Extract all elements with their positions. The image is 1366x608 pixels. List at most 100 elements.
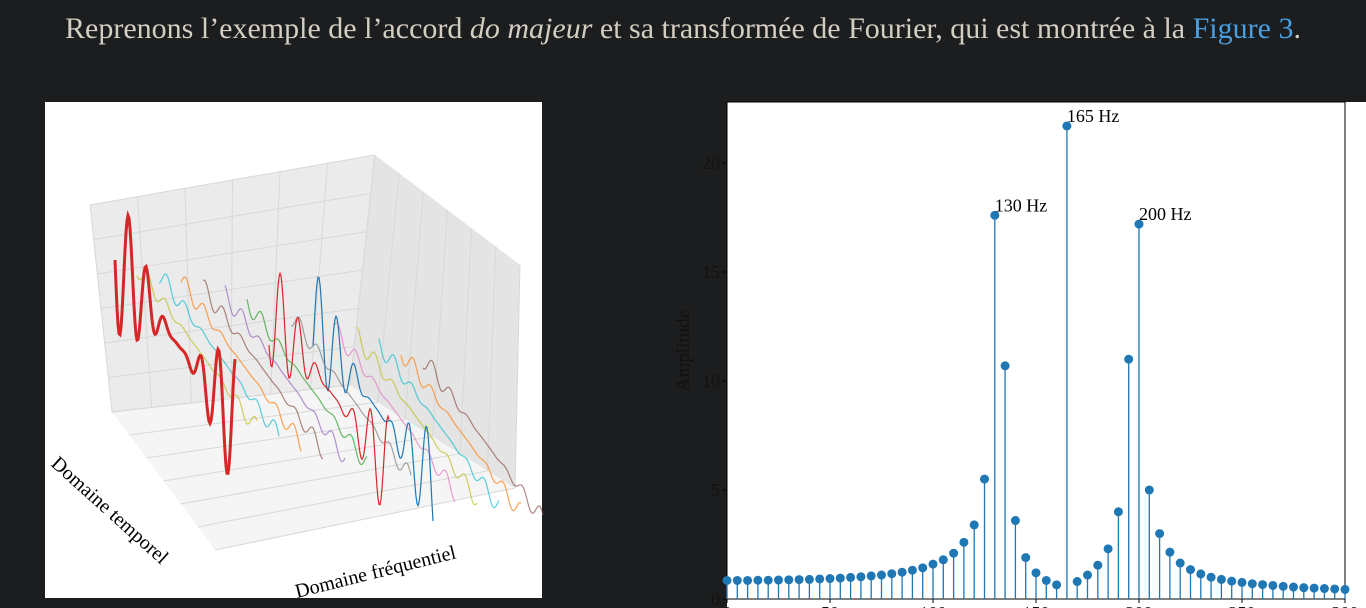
pane [350, 155, 520, 488]
stem-marker [907, 565, 917, 575]
stem-marker [1237, 577, 1247, 587]
wave [180, 276, 302, 452]
stem-marker [1000, 361, 1010, 371]
paragraph: Reprenons l’exemple de l’accord do majeu… [0, 12, 1366, 46]
stem-marker [732, 575, 742, 585]
wave [202, 279, 324, 460]
grid [163, 436, 433, 482]
stem-marker [1268, 580, 1278, 590]
annotation: 200 Hz [1139, 204, 1192, 224]
wave [356, 326, 478, 506]
wave [334, 322, 456, 503]
stem-marker [1052, 580, 1062, 590]
x-tick-label: 300 [1332, 603, 1359, 608]
stem-marker [1124, 354, 1134, 364]
stem-marker [1330, 584, 1340, 594]
stem-marker [1155, 529, 1165, 539]
x-tick-label: 100 [920, 603, 947, 608]
figure-link[interactable]: Figure 3 [1192, 12, 1294, 45]
grid [129, 401, 378, 436]
wave [268, 271, 390, 506]
stem-marker [1144, 485, 1154, 495]
stem-marker [825, 574, 835, 584]
stem-marker [877, 570, 886, 580]
grid [432, 209, 448, 437]
stem-marker [1165, 547, 1175, 557]
stem-marker [1309, 583, 1319, 593]
grid [487, 246, 497, 471]
stem-marker [722, 575, 732, 585]
wave [400, 355, 522, 512]
stem-marker [887, 569, 897, 579]
wave [113, 210, 237, 475]
stem-marker [1247, 579, 1257, 589]
stem-marker [743, 575, 753, 585]
wave [224, 285, 346, 463]
stem-marker [753, 575, 763, 585]
stem-marker [1186, 565, 1195, 575]
y-tick-label: 5 [711, 480, 720, 500]
stem-marker [1041, 575, 1051, 585]
stem-marker [1031, 568, 1041, 578]
stem-marker [1319, 584, 1329, 594]
grid [197, 470, 488, 528]
annotation: 165 Hz [1067, 106, 1120, 126]
stem-marker [990, 210, 1000, 220]
stem-marker [774, 575, 783, 585]
stem-marker [1258, 580, 1268, 590]
y-axis-label: Amplitude [673, 310, 694, 391]
x-tick-label: 50 [821, 603, 839, 608]
stem-marker [897, 567, 907, 577]
wave [136, 270, 258, 425]
stem-marker [804, 574, 814, 584]
stem-marker [794, 575, 804, 585]
stem-marker [1216, 574, 1226, 584]
wave [422, 359, 544, 516]
wave [378, 338, 500, 509]
stem-marker [1227, 576, 1237, 586]
stem-marker [1093, 560, 1103, 570]
text: et sa transformée de Fourier, qui est mo… [592, 12, 1193, 45]
grid [514, 264, 521, 489]
x-tick-label: 0 [723, 603, 732, 608]
grid [459, 228, 473, 454]
grid [377, 173, 400, 403]
3d-axes [89, 154, 521, 551]
y-tick-label: 15 [702, 262, 720, 282]
stem-marker [1083, 570, 1092, 580]
stem-marker [835, 573, 845, 583]
plot-bg [727, 102, 1366, 608]
stem-marker [928, 559, 938, 569]
grid [108, 346, 355, 378]
grid [404, 191, 424, 420]
pane [90, 155, 375, 412]
stem-marker [969, 520, 979, 530]
y-tick-label: 20 [702, 153, 720, 173]
wave [312, 276, 434, 522]
emphasis: do majeur [469, 12, 593, 45]
stem-marker [1289, 582, 1298, 592]
annotation: 130 Hz [995, 195, 1048, 215]
stem-marker [1021, 553, 1031, 563]
text: . [1293, 12, 1301, 45]
text: Reprenons l’exemple de l’accord [65, 12, 470, 45]
stem-marker [1196, 569, 1206, 579]
y-tick-label: 10 [702, 371, 720, 391]
stem-marker [1062, 121, 1072, 131]
x-tick-label: 150 [1023, 603, 1050, 608]
stem-marker [1113, 507, 1123, 517]
stem-marker [1134, 219, 1144, 229]
stem-marker [938, 555, 948, 565]
stem-marker [959, 537, 969, 547]
stem-marker [846, 572, 856, 582]
stem-marker [1010, 516, 1020, 526]
y-tick-label: 0 [711, 589, 720, 608]
waves [113, 210, 544, 522]
stem-marker [815, 574, 825, 584]
stem-marker [763, 575, 773, 585]
stem-marker [1278, 581, 1288, 591]
x-tick-label: 250 [1229, 603, 1256, 608]
stem-marker [980, 474, 989, 484]
